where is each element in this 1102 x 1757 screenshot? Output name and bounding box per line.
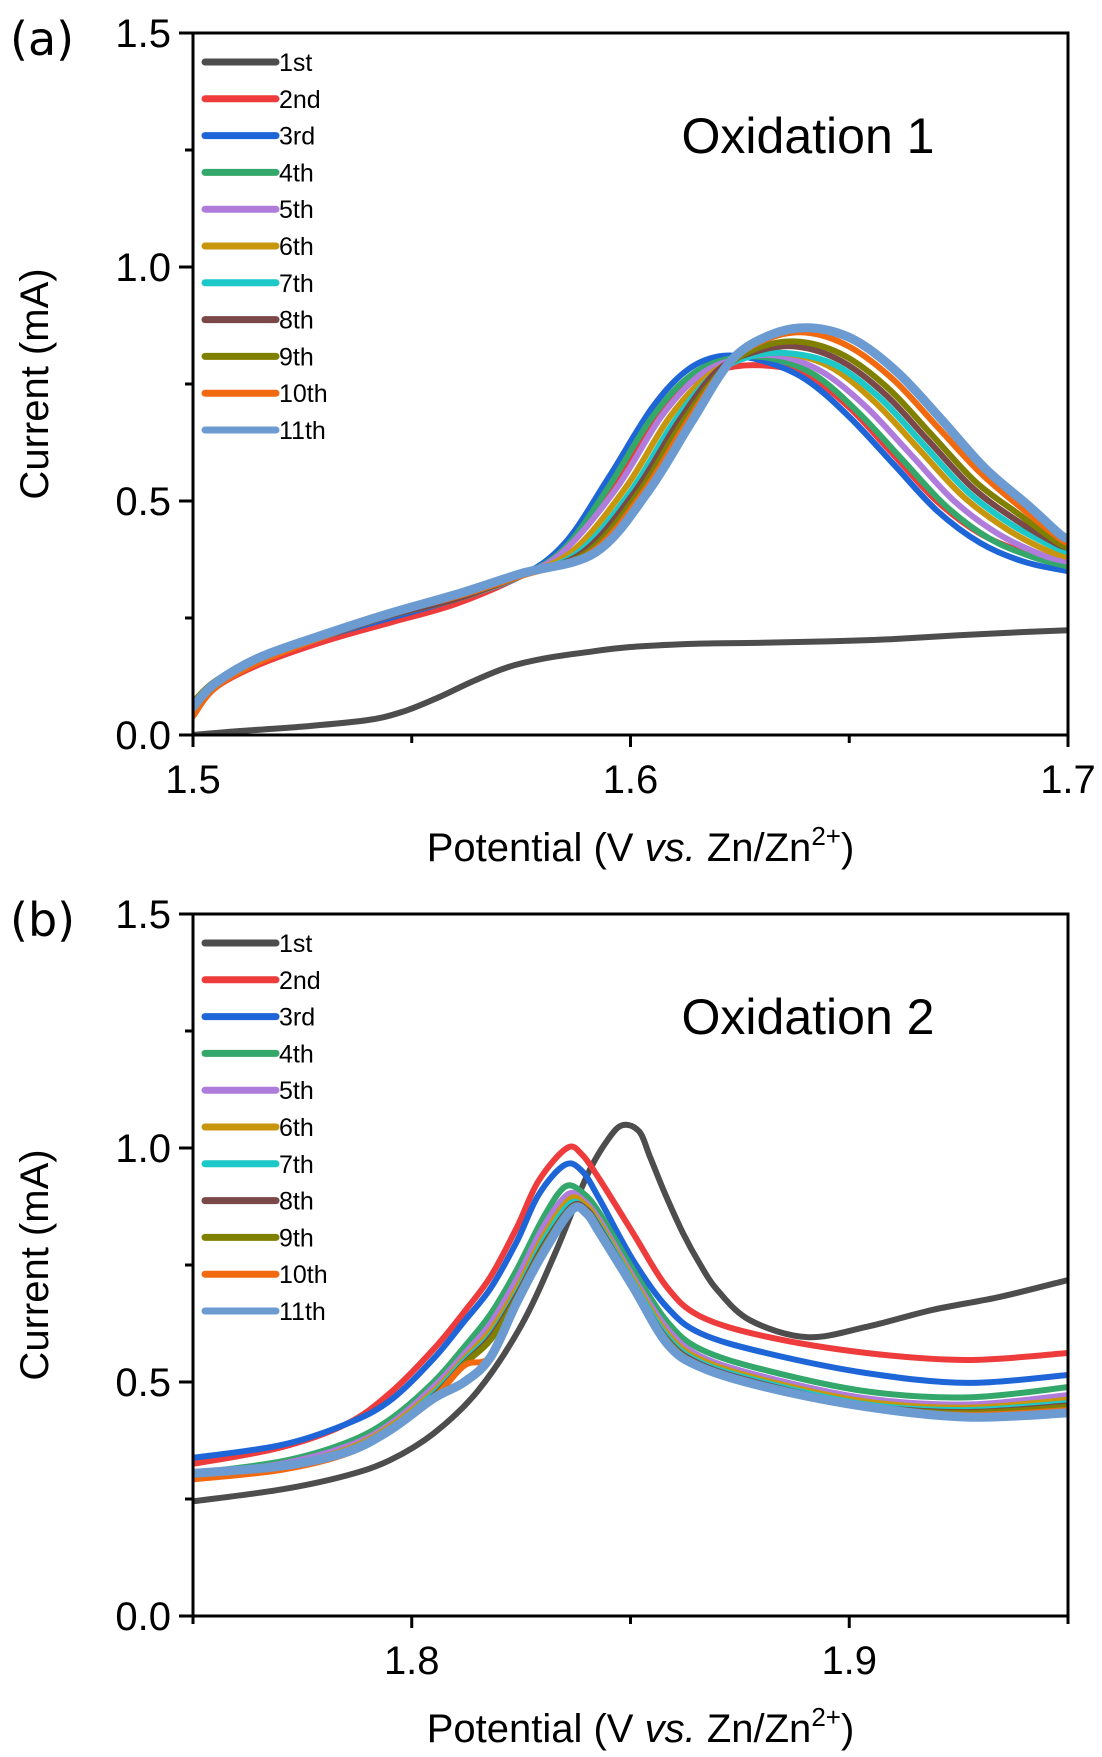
legend-label: 1st [279,930,312,958]
legend-label: 4th [279,1040,314,1068]
panel-label: (b) [10,893,75,947]
x-title-post: Zn/Zn [696,826,812,870]
x-tick-label: 1.5 [165,758,221,802]
annotation-label: Oxidation 2 [682,989,935,1045]
series-line-1st [193,627,1068,735]
legend-label: 6th [279,1114,314,1142]
y-tick-label: 1.5 [115,893,171,937]
x-title-sup: 2+ [811,1702,841,1732]
series-line-11th [193,323,1068,712]
legend-label: 7th [279,270,314,298]
panel-b: 1.8 1.9 0.0 0.5 1.0 1.5 Potential (V vs. Zn/Zn… [10,893,1070,1751]
x-axis-title: Potential (V vs. Zn/Zn2+) [427,821,855,870]
legend-label: 9th [279,343,314,371]
y-axis-title: Current (mA) [13,268,57,499]
legend-label: 11th [279,417,326,445]
x-title-pre: Potential (V [427,826,645,870]
panel-a: 1.5 1.6 1.7 0.0 0.5 1.0 1.5 Potential (V vs. Zn… [10,12,1096,870]
legend-label: 8th [279,307,314,335]
x-tick-label: 1.8 [384,1639,440,1683]
x-tick-label: 1.9 [821,1639,877,1683]
legend-label: 5th [279,1077,314,1105]
y-tick-label: 0.0 [115,714,171,758]
legend-label: 10th [279,380,328,408]
legend-label: 2nd [279,86,321,114]
x-tick-label: 1.7 [1040,758,1096,802]
y-tick-label: 1.0 [115,246,171,290]
y-tick-label: 1.5 [115,12,171,56]
series-group [193,323,1068,735]
series-line-1st [193,1121,1068,1505]
series-group [193,1121,1068,1505]
legend-label: 4th [279,159,314,187]
series-line-4th [193,1182,1068,1477]
legend-label: 5th [279,196,314,224]
legend-label: 9th [279,1224,314,1252]
x-axis-title: Potential (V vs. Zn/Zn2+) [427,1702,855,1751]
y-tick-label: 1.0 [115,1127,171,1171]
legend-label: 10th [279,1261,328,1289]
x-title-close: ) [841,1707,854,1751]
legend-label: 6th [279,233,314,261]
series-line-3rd [193,1160,1068,1461]
y-axis-title: Current (mA) [13,1149,57,1380]
x-title-italic: vs. [645,1707,696,1751]
x-title-sup: 2+ [811,821,841,851]
panel-label: (a) [10,12,74,66]
legend-label: 1st [279,49,312,77]
x-title-italic: vs. [645,826,696,870]
series-line-11th [193,1202,1068,1478]
series-line-10th [193,1203,1068,1483]
y-tick-label: 0.5 [115,480,171,524]
legend-label: 11th [279,1298,326,1326]
legend-label: 3rd [279,123,315,151]
legend-label: 3rd [279,1004,315,1032]
y-tick-label: 0.5 [115,1361,171,1405]
annotation-label: Oxidation 1 [682,108,935,164]
series-line-9th [193,1202,1068,1481]
x-title-post: Zn/Zn [696,1707,812,1751]
legend: 1st 2nd 3rd 4th 5th 6th 7th 8th 9th 10th 11th [201,930,328,1326]
legend-label: 7th [279,1151,314,1179]
legend-label: 8th [279,1188,314,1216]
x-title-close: ) [841,826,854,870]
series-line-2nd [193,1143,1068,1467]
x-tick-label: 1.6 [603,758,659,802]
y-tick-label: 0.0 [115,1595,171,1639]
x-title-pre: Potential (V [427,1707,645,1751]
legend: 1st 2nd 3rd 4th 5th 6th 7th 8th 9th 10th 11th [201,49,328,445]
legend-label: 2nd [279,967,321,995]
